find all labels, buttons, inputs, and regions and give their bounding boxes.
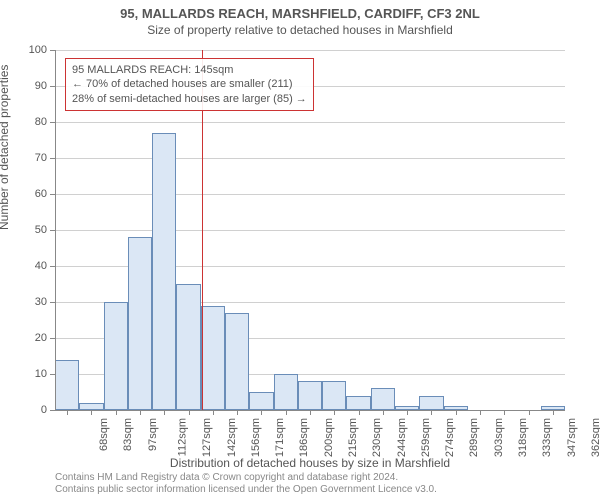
x-tick-label: 83sqm [122, 418, 134, 451]
histogram-bar [201, 306, 225, 410]
histogram-bar [419, 396, 443, 410]
chart-area: 010203040506070809010068sqm83sqm97sqm112… [55, 50, 565, 410]
x-tick-label: 362sqm [590, 418, 600, 457]
x-tick-label: 318sqm [517, 418, 529, 457]
chart-container: 95, MALLARDS REACH, MARSHFIELD, CARDIFF,… [0, 0, 600, 500]
y-tick-label: 0 [41, 404, 47, 416]
gridline [55, 50, 565, 51]
x-tick-label: 171sqm [274, 418, 286, 457]
histogram-bar [55, 360, 79, 410]
x-tick-label: 303sqm [493, 418, 505, 457]
x-tick-label: 244sqm [396, 418, 408, 457]
y-axis-line [55, 50, 56, 410]
annotation-box: 95 MALLARDS REACH: 145sqm← 70% of detach… [65, 58, 314, 111]
y-tick-label: 40 [35, 260, 47, 272]
x-tick-label: 259sqm [420, 418, 432, 457]
histogram-bar [104, 302, 128, 410]
footer: Contains HM Land Registry data © Crown c… [55, 472, 437, 496]
annotation-line: 28% of semi-detached houses are larger (… [72, 92, 307, 106]
x-tick-label: 68sqm [98, 418, 110, 451]
x-tick-label: 97sqm [147, 418, 159, 451]
histogram-bar [79, 403, 103, 410]
gridline [55, 122, 565, 123]
x-tick-label: 230sqm [371, 418, 383, 457]
x-tick-label: 333sqm [541, 418, 553, 457]
histogram-bar [274, 374, 298, 410]
y-tick-label: 10 [35, 368, 47, 380]
y-tick-label: 50 [35, 224, 47, 236]
histogram-bar [225, 313, 249, 410]
y-tick-label: 60 [35, 188, 47, 200]
x-tick-label: 347sqm [566, 418, 578, 457]
histogram-bar [371, 388, 395, 410]
plot-region: 010203040506070809010068sqm83sqm97sqm112… [55, 50, 565, 410]
y-tick-label: 30 [35, 296, 47, 308]
x-axis-line [55, 410, 565, 411]
x-tick-label: 112sqm [176, 418, 188, 456]
x-tick-label: 274sqm [444, 418, 456, 457]
gridline [55, 230, 565, 231]
y-tick-label: 70 [35, 152, 47, 164]
x-tick-label: 127sqm [201, 418, 213, 457]
x-tick-label: 156sqm [250, 418, 262, 457]
footer-line-1: Contains HM Land Registry data © Crown c… [55, 472, 437, 484]
histogram-bar [346, 396, 370, 410]
x-tick-label: 142sqm [226, 418, 238, 457]
y-tick-label: 100 [29, 44, 47, 56]
gridline [55, 158, 565, 159]
gridline [55, 194, 565, 195]
histogram-bar [128, 237, 152, 410]
y-tick-label: 20 [35, 332, 47, 344]
x-tick-label: 289sqm [469, 418, 481, 457]
histogram-bar [249, 392, 273, 410]
x-tick-label: 186sqm [299, 418, 311, 457]
x-axis-label: Distribution of detached houses by size … [55, 456, 565, 470]
title-sub: Size of property relative to detached ho… [0, 21, 600, 37]
histogram-bar [322, 381, 346, 410]
x-tick-label: 200sqm [323, 418, 335, 457]
title-main: 95, MALLARDS REACH, MARSHFIELD, CARDIFF,… [0, 0, 600, 21]
y-tick-label: 90 [35, 80, 47, 92]
annotation-line: 95 MALLARDS REACH: 145sqm [72, 63, 307, 77]
histogram-bar [298, 381, 322, 410]
histogram-bar [176, 284, 200, 410]
y-tick-label: 80 [35, 116, 47, 128]
footer-line-2: Contains public sector information licen… [55, 484, 437, 496]
y-axis-label: Number of detached properties [0, 65, 11, 230]
annotation-line: ← 70% of detached houses are smaller (21… [72, 77, 307, 91]
histogram-bar [152, 133, 176, 410]
x-tick-label: 215sqm [347, 418, 359, 457]
